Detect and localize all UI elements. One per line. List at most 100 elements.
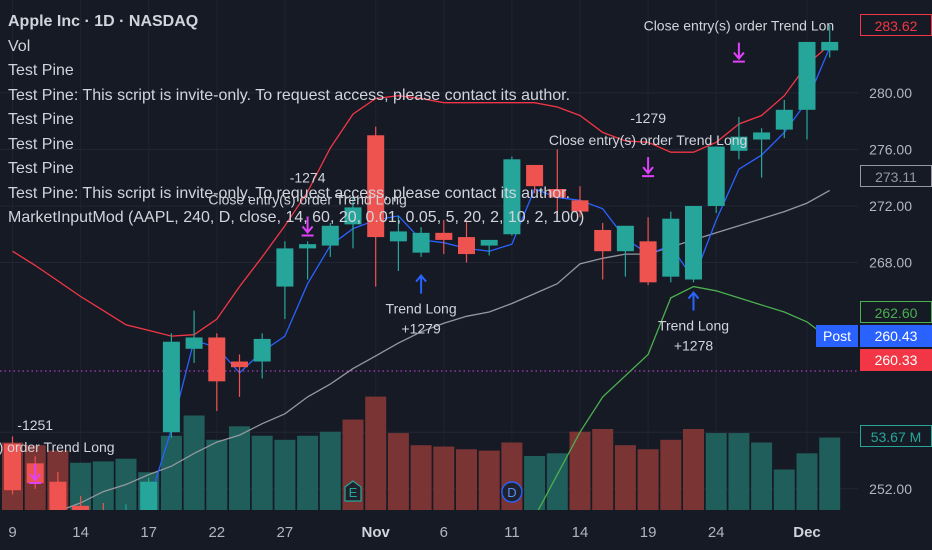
- price-tick-label: 276.00: [869, 141, 912, 157]
- time-tick-label: 24: [708, 524, 725, 541]
- volume-bar: [637, 449, 659, 510]
- signal-label: entry(s) order Trend Long: [0, 439, 115, 455]
- candle-body: [639, 241, 657, 283]
- ma-gray-label: 273.11: [860, 165, 932, 187]
- time-axis[interactable]: 9 14 17 22 27 Nov 6 11 14 19 24 Dec: [0, 510, 932, 550]
- signal-label: Close entry(s) order Trend Long: [208, 191, 406, 207]
- ma-green-label: 262.60: [860, 301, 932, 323]
- candle-body: [548, 189, 566, 198]
- time-tick-label: 14: [72, 524, 89, 541]
- candle-body: [594, 230, 612, 252]
- signal-label: Close entry(s) order Trend Lon: [644, 18, 835, 34]
- signal-label: Trend Long: [386, 301, 457, 317]
- signal-value: -1279: [630, 110, 666, 126]
- candle-body: [503, 159, 521, 235]
- earnings-badge-icon: [344, 480, 362, 502]
- candle-body: [775, 109, 793, 130]
- candle-body: [753, 132, 771, 140]
- legend-market-input[interactable]: MarketInputMod (AAPL, 240, D, close, 14,…: [8, 209, 585, 226]
- price-tick-label: 272.00: [869, 198, 912, 214]
- series-line-ma-green: [534, 285, 831, 518]
- candles[interactable]: [4, 24, 839, 532]
- volume-bar: [592, 429, 614, 510]
- price-tick-label: 252.00: [869, 481, 912, 497]
- legend-indicator[interactable]: Test Pine: [8, 160, 74, 177]
- candle-body: [662, 218, 680, 277]
- symbol-title[interactable]: Apple Inc · 1D · NASDAQ: [8, 13, 199, 30]
- time-tick-label: Dec: [793, 524, 821, 541]
- candle-body: [299, 244, 317, 249]
- dividend-badge-icon: [501, 481, 523, 503]
- candle-body: [571, 200, 589, 212]
- candle-body: [435, 232, 453, 240]
- candle-body: [616, 225, 634, 252]
- legend-indicator[interactable]: Test Pine: [8, 135, 74, 153]
- volume-bar: [183, 415, 205, 510]
- candle-body: [253, 338, 271, 362]
- candle-body: [140, 481, 158, 513]
- close-order-arrow-icon: [732, 42, 745, 63]
- candle-body: [367, 135, 385, 238]
- volume-bar: [546, 453, 568, 510]
- legend-indicator[interactable]: Test Pine: [8, 62, 74, 79]
- volume-bar: [206, 439, 228, 510]
- last-price-label: 283.62: [860, 14, 932, 36]
- signal-label: Close entry(s) order Trend Long: [549, 132, 747, 148]
- candle-body: [208, 337, 226, 382]
- volume-bar: [660, 439, 682, 510]
- volume-bar: [251, 435, 273, 510]
- candle-body: [49, 481, 67, 513]
- chart-legend: Apple Inc · 1D · NASDAQ Vol Test Pine Te…: [8, 10, 584, 231]
- signal-value: -1274: [290, 169, 326, 185]
- volume-label: 53.67 M: [860, 425, 932, 447]
- volume-bar: [683, 429, 704, 510]
- close-order-arrow-icon: [29, 463, 42, 484]
- signal-label: Trend Long: [658, 318, 729, 334]
- price-axis-background: [860, 0, 932, 550]
- legend-volume[interactable]: Vol: [8, 37, 31, 55]
- candle-body: [707, 146, 725, 206]
- trade-signals: E Dentry(s) order Trend Long -1251 Close en…: [0, 18, 835, 503]
- price-tick-label: 268.00: [869, 255, 912, 271]
- time-tick-label: 6: [440, 524, 448, 541]
- volume-bar: [229, 426, 250, 510]
- volume-bar: [705, 433, 727, 510]
- badge-label: E: [349, 485, 358, 500]
- volume-bar: [728, 433, 750, 510]
- time-tick-label: 19: [640, 524, 657, 541]
- candle-body: [526, 164, 544, 187]
- time-tick-label: Nov: [362, 524, 391, 541]
- series-line-trend-red: [12, 44, 831, 337]
- candle-body: [276, 248, 294, 287]
- volume-bar: [478, 450, 500, 510]
- price-tick-label: 280.00: [869, 85, 912, 101]
- volume-bar: [796, 453, 818, 510]
- legend-indicator[interactable]: Test Pine: This script is invite-only. T…: [8, 184, 571, 202]
- volume-bar: [614, 445, 636, 510]
- time-tick-label: 14: [572, 524, 589, 541]
- volume-bar: [160, 435, 182, 510]
- post-market-tag: Post: [816, 325, 858, 347]
- legend-indicator[interactable]: Test Pine: [8, 111, 74, 128]
- candle-body: [231, 361, 248, 368]
- volume-bar: [456, 449, 477, 510]
- candle-body: [821, 41, 839, 51]
- candle-body: [685, 205, 702, 280]
- volume-bar: [274, 439, 296, 510]
- time-tick-label: 11: [504, 524, 520, 541]
- time-tick-label: 17: [140, 524, 157, 541]
- signal-value: +1279: [401, 321, 441, 337]
- volume-bar: [569, 431, 591, 510]
- candle-body: [389, 231, 407, 242]
- previous-close-label: 260.33: [860, 349, 932, 371]
- time-tick-label: 27: [277, 524, 294, 541]
- volume-bar: [410, 445, 432, 510]
- volume-bar: [773, 469, 795, 510]
- candle-body: [458, 237, 475, 255]
- legend-indicator[interactable]: Test Pine: This script is invite-only. T…: [8, 86, 571, 104]
- volume-bar: [387, 433, 409, 510]
- candle-body: [344, 207, 362, 225]
- volume-bar: [433, 446, 455, 510]
